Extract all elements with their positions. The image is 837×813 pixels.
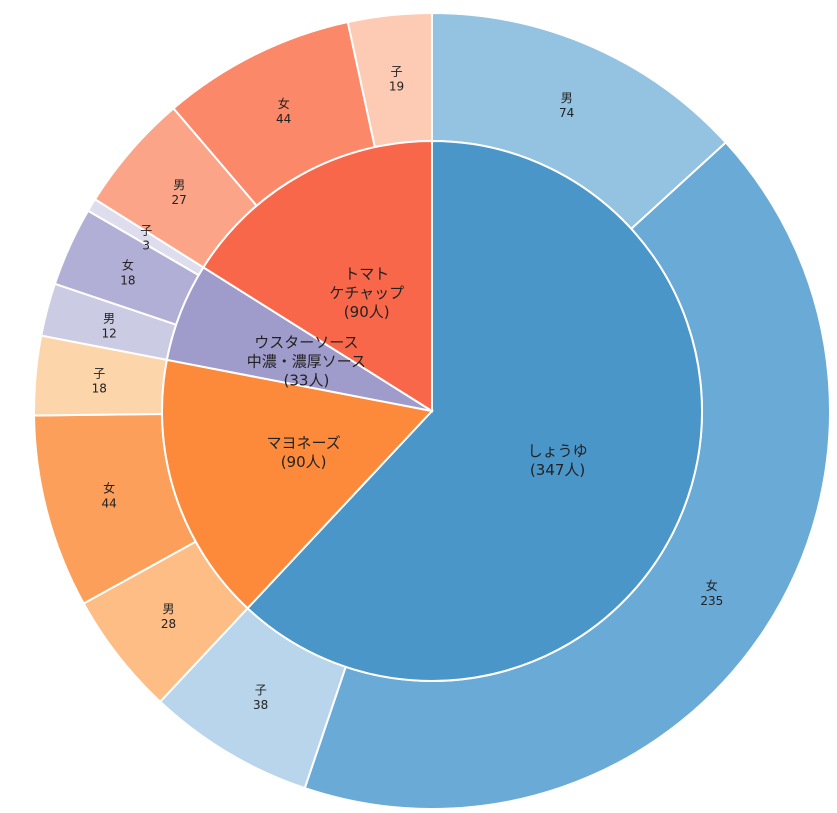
outer-label-7-line-1: 18 xyxy=(120,273,135,287)
outer-label-5-line-0: 子 xyxy=(93,367,105,381)
outer-label-11-line-0: 子 xyxy=(390,64,402,78)
inner-label-2-line-1: 中濃・濃厚ソース xyxy=(247,352,366,370)
outer-ring xyxy=(33,11,831,810)
inner-wedge-しょうゆ xyxy=(246,139,703,682)
inner-label-0-line-1: (347人) xyxy=(530,461,585,479)
outer-label-0-line-0: 男 xyxy=(561,91,573,105)
inner-label-1-line-1: (90人) xyxy=(281,453,327,471)
outer-label-2-line-0: 子 xyxy=(255,683,267,697)
outer-label-6-line-1: 12 xyxy=(101,326,116,340)
outer-label-7-line-0: 女 xyxy=(122,257,134,272)
inner-label-0-line-0: しょうゆ xyxy=(528,442,588,460)
outer-label-2-line-1: 38 xyxy=(253,698,268,712)
inner-label-3-line-0: トマト xyxy=(344,265,389,283)
outer-label-3-line-1: 28 xyxy=(161,617,176,631)
outer-label-5-line-1: 18 xyxy=(92,382,107,396)
outer-label-10-line-0: 女 xyxy=(278,96,290,111)
outer-label-9-line-0: 男 xyxy=(173,178,185,192)
outer-label-9-line-1: 27 xyxy=(172,193,187,207)
outer-label-10-line-1: 44 xyxy=(276,112,291,126)
outer-label-1-line-0: 女 xyxy=(706,578,718,593)
outer-label-3-line-0: 男 xyxy=(162,602,174,616)
outer-label-4-line-0: 女 xyxy=(103,481,115,496)
chart-labels: 男74女235子38男28女44子18男12女18子3男27女44子19しょうゆ… xyxy=(92,64,724,712)
inner-label-3-line-1: ケチャップ xyxy=(329,284,404,302)
outer-label-1-line-1: 235 xyxy=(700,594,723,608)
outer-label-8-line-1: 3 xyxy=(142,239,150,253)
outer-label-11-line-1: 19 xyxy=(389,79,404,93)
inner-pie xyxy=(161,139,703,682)
inner-wedge-トマトケチャップ xyxy=(202,139,433,413)
inner-label-1-line-0: マヨネーズ xyxy=(266,434,340,452)
inner-label-2-line-0: ウスターソース xyxy=(254,333,358,351)
inner-label-3-line-2: (90人) xyxy=(344,303,390,321)
outer-label-8-line-0: 子 xyxy=(140,224,152,238)
outer-label-4-line-1: 44 xyxy=(101,497,116,511)
inner-wedge-マヨネーズ xyxy=(161,358,434,610)
outer-label-0-line-1: 74 xyxy=(559,106,574,120)
outer-label-6-line-0: 男 xyxy=(103,311,115,325)
inner-label-2-line-2: (33人) xyxy=(284,371,330,389)
